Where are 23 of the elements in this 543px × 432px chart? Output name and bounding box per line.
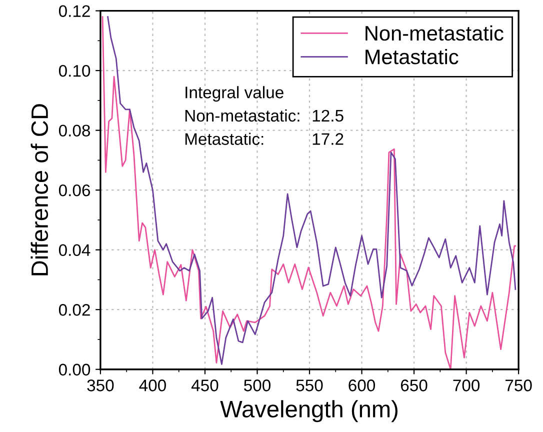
x-tick-label: 700 (453, 380, 480, 392)
x-tick-label: 350 (87, 380, 114, 392)
text: Metastatic: 17.2 (185, 132, 344, 145)
x-tick-label: 750 (506, 380, 532, 392)
y-tick-label: 0.08 (58, 124, 90, 137)
legend-label: Non-metastatic (366, 25, 504, 41)
x-tick-label: 650 (400, 380, 428, 392)
y-tick-label: 0.12 (58, 5, 90, 18)
y-tick-label: 0.02 (58, 304, 90, 316)
x-tick-label: 500 (244, 380, 270, 392)
x-tick-label: 450 (191, 380, 218, 392)
x-tick-label: 600 (348, 380, 376, 392)
legend-label: Metastatic (366, 48, 458, 64)
y-tick-label: 0.00 (58, 364, 90, 376)
y-tick-label: 0.10 (58, 64, 90, 77)
y-tick-label: 0.06 (58, 184, 90, 196)
annotation: Non-metastatic: 12.5 (185, 109, 344, 122)
x-tick-label: 400 (139, 380, 166, 392)
y-axis-title: Difference of CD (30, 104, 48, 276)
x-axis-title: Wavelength (nm) (220, 400, 398, 422)
annotation: Integral value (186, 86, 284, 102)
y-tick-label: 0.04 (58, 244, 90, 256)
x-tick-label: 550 (296, 380, 323, 392)
